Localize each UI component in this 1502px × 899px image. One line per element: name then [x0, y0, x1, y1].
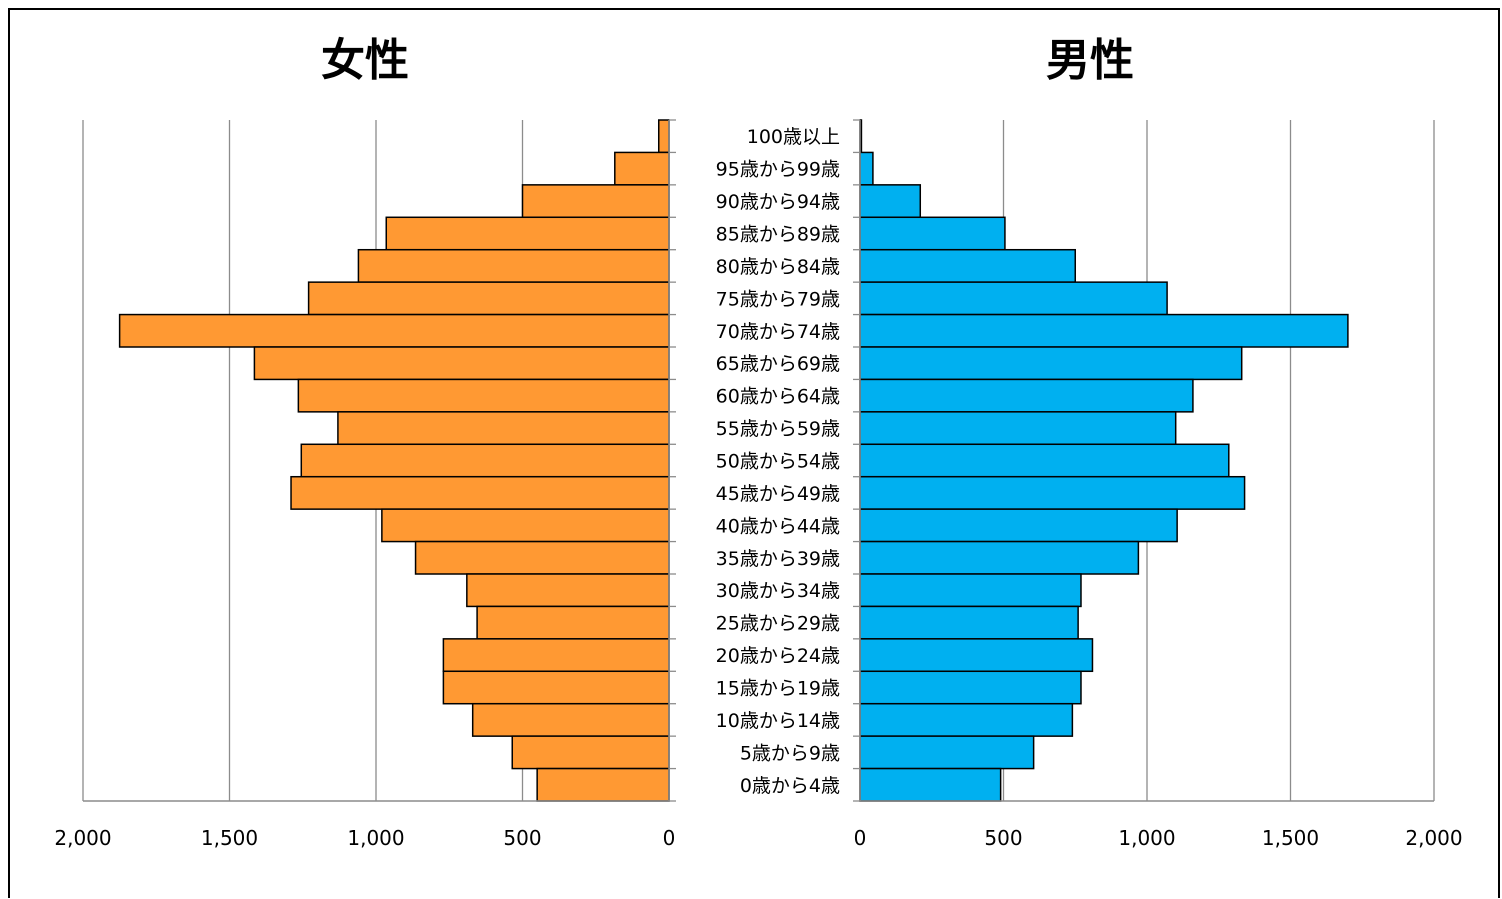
male-bar: [859, 443, 1230, 478]
age-category-label: 100歳以上: [747, 126, 840, 148]
female-bar: [337, 411, 670, 446]
male-bar: [859, 767, 1002, 802]
age-category-label: 90歳から94歳: [716, 191, 840, 213]
female-bar: [290, 475, 670, 510]
male-chart-title: 男性: [1046, 35, 1134, 86]
male-bar: [859, 184, 922, 219]
female-bar: [466, 573, 670, 608]
chart-frame: [8, 8, 1500, 898]
age-category-label: 75歳から79歳: [716, 288, 840, 310]
male-bar: [859, 605, 1079, 640]
age-category-label: 50歳から54歳: [716, 451, 840, 473]
female-bar: [307, 281, 670, 316]
female-bar: [476, 605, 670, 640]
age-category-label: 30歳から34歳: [716, 580, 840, 602]
male-bar: [859, 378, 1194, 413]
female-x-tick-label: 2,000: [54, 826, 111, 850]
female-bar: [357, 248, 670, 283]
male-bar: [859, 508, 1178, 543]
female-bar: [511, 735, 670, 770]
age-category-label: 95歳から99歳: [716, 159, 840, 181]
male-bar: [859, 540, 1140, 575]
male-x-tick-label: 0: [854, 826, 867, 850]
age-category-label: 45歳から49歳: [716, 483, 840, 505]
male-bar: [859, 475, 1246, 510]
male-x-tick-label: 1,500: [1262, 826, 1319, 850]
age-category-label: 40歳から44歳: [716, 515, 840, 537]
age-category-label: 0歳から4歳: [740, 775, 840, 797]
female-bar: [118, 313, 670, 348]
male-bar: [859, 670, 1082, 705]
female-bar: [471, 702, 670, 737]
female-x-tick-label: 500: [503, 826, 541, 850]
female-bar: [385, 216, 670, 251]
male-bar: [859, 411, 1177, 446]
age-category-label: 60歳から64歳: [716, 386, 840, 408]
female-bar: [657, 119, 670, 154]
age-category-label: 80歳から84歳: [716, 256, 840, 278]
male-bar: [859, 151, 874, 186]
age-category-label: 55歳から59歳: [716, 418, 840, 440]
age-category-label: 35歳から39歳: [716, 548, 840, 570]
female-bar: [614, 151, 670, 186]
age-category-label: 85歳から89歳: [716, 224, 840, 246]
male-bar: [859, 573, 1082, 608]
female-bar: [297, 378, 670, 413]
female-x-tick-label: 1,500: [201, 826, 258, 850]
male-bar: [859, 702, 1074, 737]
female-x-tick-label: 1,000: [347, 826, 404, 850]
female-bar: [536, 767, 670, 802]
female-bar: [253, 346, 670, 381]
female-bar: [442, 670, 670, 705]
male-bar: [859, 638, 1094, 673]
female-bar: [414, 540, 670, 575]
female-bar: [442, 638, 670, 673]
female-bar: [521, 184, 670, 219]
age-category-label: 20歳から24歳: [716, 645, 840, 667]
female-bar: [381, 508, 670, 543]
age-category-label: 5歳から9歳: [740, 742, 840, 764]
age-category-label: 15歳から19歳: [716, 678, 840, 700]
male-bar: [859, 313, 1349, 348]
age-category-label: 10歳から14歳: [716, 710, 840, 732]
age-category-label: 70歳から74歳: [716, 321, 840, 343]
male-bar: [859, 735, 1035, 770]
male-bar: [859, 216, 1006, 251]
male-bar: [859, 248, 1076, 283]
male-x-tick-label: 1,000: [1118, 826, 1175, 850]
age-category-label: 25歳から29歳: [716, 613, 840, 635]
female-bar: [300, 443, 670, 478]
female-chart-title: 女性: [321, 35, 409, 86]
male-bar: [859, 346, 1243, 381]
age-category-label: 65歳から69歳: [716, 353, 840, 375]
male-x-tick-label: 2,000: [1405, 826, 1462, 850]
male-bar: [859, 281, 1168, 316]
female-x-tick-label: 0: [663, 826, 676, 850]
male-x-tick-label: 500: [984, 826, 1022, 850]
